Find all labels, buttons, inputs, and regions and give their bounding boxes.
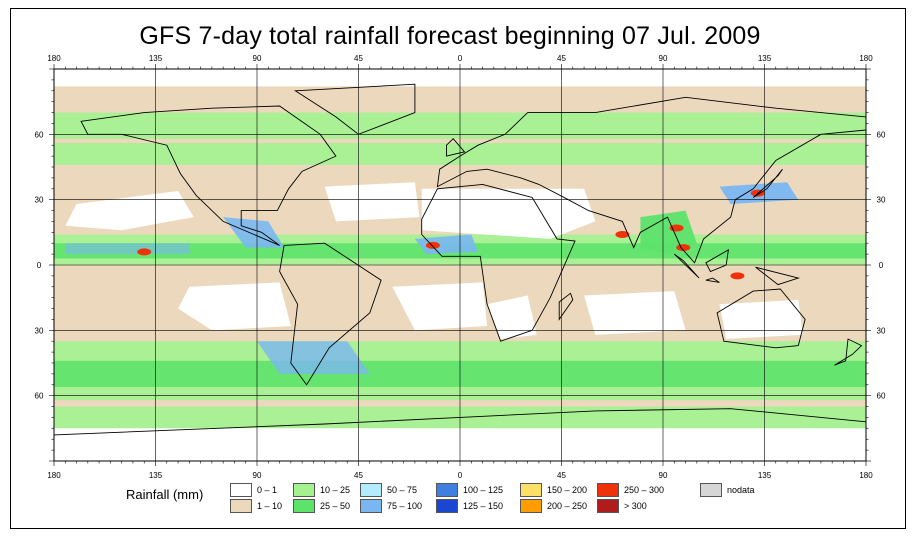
lon-label-bottom: 0 xyxy=(458,471,463,480)
coast-java xyxy=(705,277,720,283)
lon-label-top: 90 xyxy=(659,54,668,63)
legend-label: 200 – 250 xyxy=(547,501,588,511)
lon-label-bottom: 135 xyxy=(149,471,163,480)
rain-west-africa xyxy=(414,234,478,255)
lon-label-bottom: 90 xyxy=(253,471,262,480)
rain-extreme-spot xyxy=(425,241,440,249)
legend-label: 100 – 125 xyxy=(463,485,504,495)
lon-label-top: 90 xyxy=(253,54,262,63)
legend-swatch xyxy=(360,499,382,513)
lat-label-right: 60 xyxy=(877,392,886,401)
legend-swatch xyxy=(520,483,542,497)
lat-label-left: 0 xyxy=(37,261,42,270)
legend-swatch xyxy=(230,499,252,513)
legend-swatch xyxy=(520,499,542,513)
legend-swatch xyxy=(230,483,252,497)
lat-label-left: 60 xyxy=(35,130,44,139)
legend-label: 1 – 10 xyxy=(257,501,283,511)
legend-label: nodata xyxy=(727,485,755,495)
legend-label: 25 – 50 xyxy=(320,501,351,511)
lon-label-bottom: 135 xyxy=(758,471,772,480)
rain-south-pacific-storm xyxy=(257,341,370,374)
dry-south-pacific xyxy=(178,282,291,331)
legend-swatch xyxy=(293,499,315,513)
legend-title: Rainfall (mm) xyxy=(126,487,204,502)
lon-label-top: 180 xyxy=(47,54,61,63)
lon-label-bottom: 180 xyxy=(859,471,873,480)
coast-australia xyxy=(716,288,806,349)
lat-label-left: 30 xyxy=(35,196,44,205)
lon-label-bottom: 45 xyxy=(557,471,566,480)
dry-southern-africa xyxy=(487,295,537,339)
legend-swatch xyxy=(700,483,722,497)
lon-label-bottom: 180 xyxy=(47,471,61,480)
lon-label-bottom: 45 xyxy=(354,471,363,480)
dry-south-indian xyxy=(584,291,686,335)
coast-greenland xyxy=(293,83,416,135)
lat-label-right: 30 xyxy=(877,196,886,205)
rain-extreme-spot xyxy=(615,231,630,239)
rain-central-america xyxy=(223,217,285,248)
legend-label: 0 – 1 xyxy=(257,485,278,495)
legend-label: 250 – 300 xyxy=(624,485,665,495)
coast-antarctica xyxy=(54,408,866,461)
dry-north-atlantic xyxy=(324,182,420,222)
lon-label-top: 135 xyxy=(758,54,772,63)
map-title: GFS 7-day total rainfall forecast beginn… xyxy=(139,22,761,50)
lat-label-right: 30 xyxy=(877,326,886,335)
coastlines xyxy=(54,83,866,461)
dry-sahara-arabia xyxy=(421,188,596,239)
dry-north-pacific xyxy=(65,191,194,231)
legend-label: 150 – 200 xyxy=(547,485,588,495)
legend-label: 10 – 25 xyxy=(320,485,351,495)
legend-swatch xyxy=(360,483,382,497)
lon-label-top: 45 xyxy=(557,54,566,63)
lat-label-right: 60 xyxy=(877,130,886,139)
lat-label-left: 60 xyxy=(35,392,44,401)
legend-swatch xyxy=(597,499,619,513)
lon-label-top: 0 xyxy=(458,54,463,63)
coast-new-guinea xyxy=(755,266,800,286)
lon-label-top: 180 xyxy=(859,54,873,63)
rain-extreme-spot xyxy=(137,248,152,256)
lat-label-left: 30 xyxy=(35,326,44,335)
lon-label-top: 135 xyxy=(149,54,163,63)
coast-eurasia xyxy=(436,96,866,264)
rain-itcz-pacific xyxy=(65,243,190,255)
legend-label: 125 – 150 xyxy=(463,501,504,511)
rain-extreme-spot xyxy=(730,272,745,280)
legend-swatch xyxy=(436,483,458,497)
graticule xyxy=(53,69,867,461)
legend-swatch xyxy=(597,483,619,497)
lat-label-right: 0 xyxy=(879,261,884,270)
coast-africa xyxy=(421,183,576,342)
rain-south-asia xyxy=(640,210,697,255)
lon-label-bottom: 90 xyxy=(659,471,668,480)
coast-new-zealand xyxy=(834,338,863,366)
coast-madagascar xyxy=(558,292,574,321)
legend-label: 50 – 75 xyxy=(387,485,418,495)
legend-swatch xyxy=(436,499,458,513)
axis-ticks xyxy=(49,64,871,466)
coast-south-america xyxy=(279,242,382,386)
lon-label-top: 45 xyxy=(354,54,363,63)
coast-japan xyxy=(752,168,783,198)
coast-north-america xyxy=(80,105,337,246)
dry-australia xyxy=(719,299,803,339)
coast-british-isles xyxy=(446,138,466,157)
dry-south-atlantic xyxy=(392,282,488,331)
legend-label: 75 – 100 xyxy=(387,501,423,511)
legend-label: > 300 xyxy=(624,501,647,511)
legend-swatch xyxy=(293,483,315,497)
coast-sumatra xyxy=(673,253,700,279)
